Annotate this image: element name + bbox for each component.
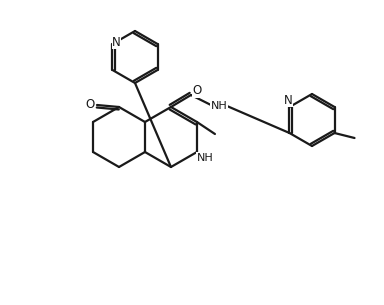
- Text: N: N: [284, 94, 293, 106]
- Text: O: O: [85, 98, 94, 110]
- Text: N: N: [112, 35, 121, 48]
- Text: NH: NH: [210, 101, 227, 111]
- Text: NH: NH: [197, 153, 214, 163]
- Text: O: O: [192, 84, 202, 98]
